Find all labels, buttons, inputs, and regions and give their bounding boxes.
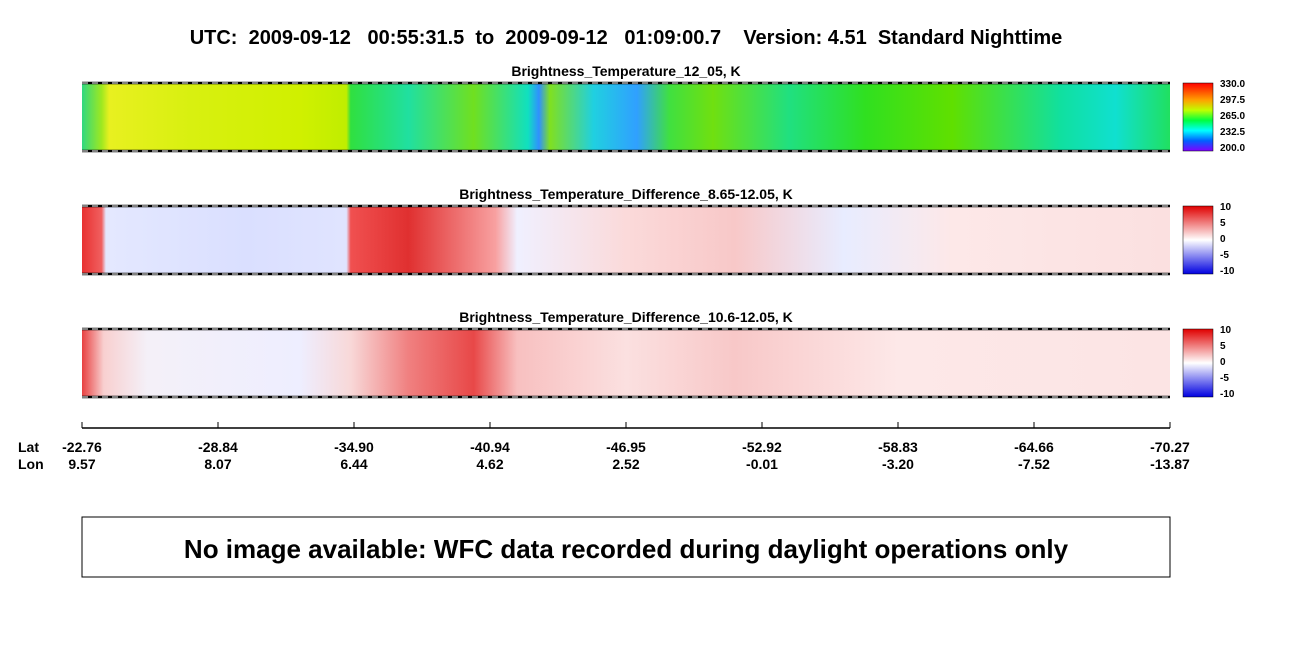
colorbar-label: -10 xyxy=(1220,389,1235,400)
panel-image xyxy=(82,329,1170,397)
lat-tick-label: -28.84 xyxy=(198,439,238,455)
colorbar-label: 0 xyxy=(1220,357,1226,368)
lat-tick-label: -58.83 xyxy=(878,439,918,455)
colorbar xyxy=(1182,205,1214,275)
colorbar-label: 10 xyxy=(1220,325,1232,336)
lat-tick-label: -70.27 xyxy=(1150,439,1190,455)
panel-title: Brightness_Temperature_Difference_8.65-1… xyxy=(459,186,793,202)
axis: -22.769.57 -28.848.07 -34.906.44 -40.944.62… xyxy=(62,422,1190,472)
lon-tick-label: -7.52 xyxy=(1018,456,1050,472)
message: No image available: WFC data recorded du… xyxy=(184,534,1069,564)
colorbar xyxy=(1182,82,1214,152)
lat-tick-label: -52.92 xyxy=(742,439,782,455)
colorbar-label: 200.0 xyxy=(1220,143,1245,154)
lon-tick-label: -3.20 xyxy=(882,456,914,472)
lon-tick-label: 9.57 xyxy=(68,456,95,472)
lon-tick-label: 8.07 xyxy=(204,456,231,472)
lat-tick-label: -64.66 xyxy=(1014,439,1054,455)
colorbar-label: 297.5 xyxy=(1220,95,1245,106)
lat-label: Lat xyxy=(18,439,39,455)
panel-image xyxy=(82,206,1170,274)
lon-tick-label: -13.87 xyxy=(1150,456,1190,472)
lat-tick-label: -34.90 xyxy=(334,439,374,455)
colorbar-label: 0 xyxy=(1220,234,1226,245)
panel-image xyxy=(82,83,1170,151)
lon-tick-label: 4.62 xyxy=(476,456,503,472)
colorbar-label: 232.5 xyxy=(1220,127,1245,138)
colorbar-label: 10 xyxy=(1220,202,1232,213)
colorbar-label: 330.0 xyxy=(1220,79,1245,90)
lon-label: Lon xyxy=(18,456,44,472)
colorbar-label: 5 xyxy=(1220,341,1226,352)
lat-tick-label: -46.95 xyxy=(606,439,646,455)
colorbar xyxy=(1182,328,1214,398)
lat-tick-label: -22.76 xyxy=(62,439,102,455)
lat-tick-label: -40.94 xyxy=(470,439,510,455)
lon-tick-label: -0.01 xyxy=(746,456,778,472)
colorbar-label: 5 xyxy=(1220,218,1226,229)
lon-tick-label: 2.52 xyxy=(612,456,639,472)
panel-title: Brightness_Temperature_12_05, K xyxy=(511,63,740,79)
colorbar-label: -10 xyxy=(1220,266,1235,277)
colorbar-label: -5 xyxy=(1220,250,1229,261)
page-title: UTC: 2009-09-12 00:55:31.5 to 2009-09-12… xyxy=(190,27,1063,49)
colorbar-label: 265.0 xyxy=(1220,111,1245,122)
panels: Brightness_Temperature_12_05, K 330.0 297.… xyxy=(82,63,1245,400)
panel-title: Brightness_Temperature_Difference_10.6-1… xyxy=(459,309,793,325)
colorbar-label: -5 xyxy=(1220,373,1229,384)
lon-tick-label: 6.44 xyxy=(340,456,367,472)
message-box xyxy=(81,516,1171,578)
